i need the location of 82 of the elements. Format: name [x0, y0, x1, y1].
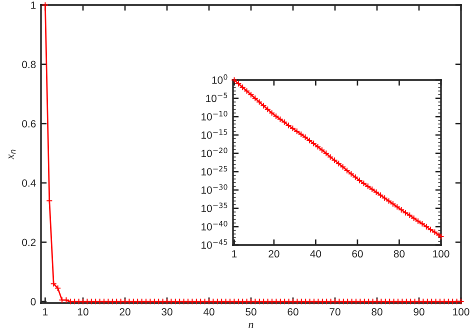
- x-tick-label: 40: [310, 250, 322, 258]
- point: [322, 150, 330, 157]
- point: [340, 164, 346, 170]
- point: [318, 146, 326, 154]
- point: [285, 122, 292, 129]
- point: [398, 206, 405, 214]
- y-tick-label: 10$^{−10}$: [202, 110, 228, 120]
- point: [335, 160, 342, 167]
- point: [418, 220, 426, 227]
- point: [373, 188, 380, 196]
- point: [352, 174, 359, 180]
- point: [331, 156, 338, 164]
- y-axis-title: x$_{n}$: [8, 150, 16, 160]
- point: [256, 98, 263, 106]
- point: [302, 134, 309, 140]
- point: [427, 226, 434, 233]
- point: [248, 91, 254, 98]
- point: [294, 128, 300, 135]
- y-tick-label: 10$^{−20}$: [202, 148, 228, 158]
- x-tick-label: 10: [78, 308, 88, 316]
- x-tick-label: 80: [394, 250, 405, 258]
- y-tick-label: 1: [31, 2, 36, 9]
- x-tick-label: 20: [120, 308, 130, 316]
- x-tick-label: 40: [203, 308, 214, 316]
- point: [390, 200, 396, 208]
- point: [244, 88, 250, 94]
- y-tick-label: 10$^{−35}$: [202, 202, 228, 212]
- point: [260, 102, 267, 109]
- point: [298, 130, 304, 138]
- x-tick-label: 60: [288, 308, 298, 316]
- point: [364, 183, 372, 190]
- point: [406, 212, 413, 219]
- point: [368, 186, 376, 193]
- x-tick-label: 30: [162, 308, 172, 316]
- point: [289, 125, 296, 132]
- point: [272, 112, 280, 120]
- point: [356, 177, 363, 184]
- point: [394, 204, 400, 210]
- y-tick-label: 10$^{−30}$: [202, 184, 228, 194]
- x-tick-label: 20: [268, 250, 280, 258]
- point: [423, 223, 430, 230]
- point: [264, 106, 271, 113]
- y-tick-label: 10$^{0}$: [212, 74, 228, 84]
- y-tick-label: 10$^{−45}$: [202, 239, 228, 249]
- point: [348, 170, 354, 178]
- x-tick-label: 90: [414, 308, 424, 316]
- point: [431, 228, 438, 236]
- x-tick-label: 70: [330, 308, 340, 316]
- x-tick-label: 1: [43, 308, 48, 316]
- y-tick-label: 10$^{−15}$: [202, 129, 228, 139]
- x-tick-label: 50: [246, 308, 256, 316]
- y-tick-label: 10$^{−5}$: [206, 92, 228, 102]
- point: [314, 143, 322, 150]
- point: [268, 110, 276, 116]
- point: [381, 194, 388, 202]
- point: [310, 140, 317, 147]
- y-tick-label: 0.8: [22, 60, 36, 68]
- point: [276, 116, 284, 122]
- y-tick-label: 0: [30, 298, 36, 306]
- point: [402, 209, 409, 216]
- y-tick-label: 0.6: [22, 120, 36, 128]
- y-tick-label: 10$^{−40}$: [202, 220, 228, 230]
- point: [360, 180, 367, 187]
- x-tick-label: 100: [453, 308, 470, 316]
- y-tick-label: 10$^{−25}$: [202, 166, 228, 176]
- y-tick-label: 0.4: [22, 179, 36, 187]
- x-tick-label: 80: [372, 308, 382, 316]
- point: [377, 192, 384, 198]
- point: [386, 198, 392, 204]
- point: [410, 214, 418, 222]
- point: [344, 167, 350, 174]
- x-axis-title: n: [248, 322, 254, 328]
- point: [327, 154, 334, 160]
- x-tick-label: 60: [352, 250, 363, 258]
- x-tick-label: 100: [433, 250, 450, 258]
- point: [306, 137, 313, 144]
- x-tick-label: 1: [232, 250, 237, 258]
- point: [239, 84, 246, 91]
- point: [414, 218, 422, 224]
- point: [281, 118, 288, 126]
- point: [252, 95, 258, 102]
- y-tick-label: 0.2: [22, 238, 36, 246]
